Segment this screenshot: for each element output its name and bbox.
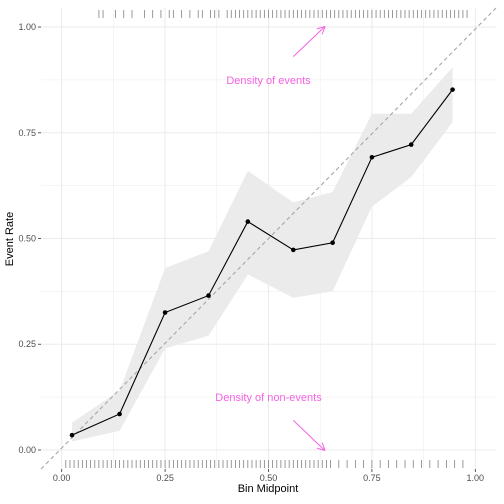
- perfect-calibration-line: [40, 7, 497, 470]
- annotation-arrow: [292, 27, 324, 57]
- axes: 0.00 0.25 0.50 0.75 1.00 0.00 0.25 0.50 0.75 1.00: [18, 22, 484, 483]
- series: [69, 87, 455, 438]
- y-tick-label: 0.50: [18, 234, 36, 244]
- rug-marks: [65, 10, 468, 468]
- y-axis-title: Event Rate: [4, 212, 16, 266]
- x-tick-label: 0.75: [363, 473, 381, 483]
- y-tick-label: 0.00: [18, 445, 36, 455]
- x-axis-title: Bin Midpoint: [238, 483, 299, 495]
- x-tick-label: 0.25: [156, 473, 174, 483]
- annotation-arrow: [292, 420, 324, 450]
- y-tick-label: 0.75: [18, 128, 36, 138]
- x-tick-label: 0.00: [53, 473, 71, 483]
- annotation-text: Density of events: [226, 75, 311, 87]
- y-tick-label: 1.00: [18, 22, 36, 32]
- data-point: [162, 310, 168, 315]
- data-point: [245, 219, 251, 224]
- data-point: [206, 293, 211, 298]
- reference-line: [40, 7, 497, 470]
- data-point: [369, 154, 375, 160]
- grid: [41, 8, 496, 469]
- y-tick-label: 0.25: [18, 339, 36, 349]
- data-point: [450, 87, 455, 92]
- annotations: Density of events Density of non-events: [215, 27, 324, 450]
- data-point: [408, 142, 414, 147]
- series-line: [71, 89, 454, 436]
- annotation-text: Density of non-events: [215, 392, 322, 404]
- x-tick-label: 1.00: [467, 473, 485, 483]
- confidence-band: [72, 67, 453, 442]
- x-tick-label: 0.50: [260, 473, 278, 483]
- data-point: [330, 240, 335, 246]
- data-point: [117, 411, 122, 417]
- data-point: [69, 432, 75, 438]
- confidence-band-area: [72, 67, 453, 442]
- data-point: [291, 247, 296, 253]
